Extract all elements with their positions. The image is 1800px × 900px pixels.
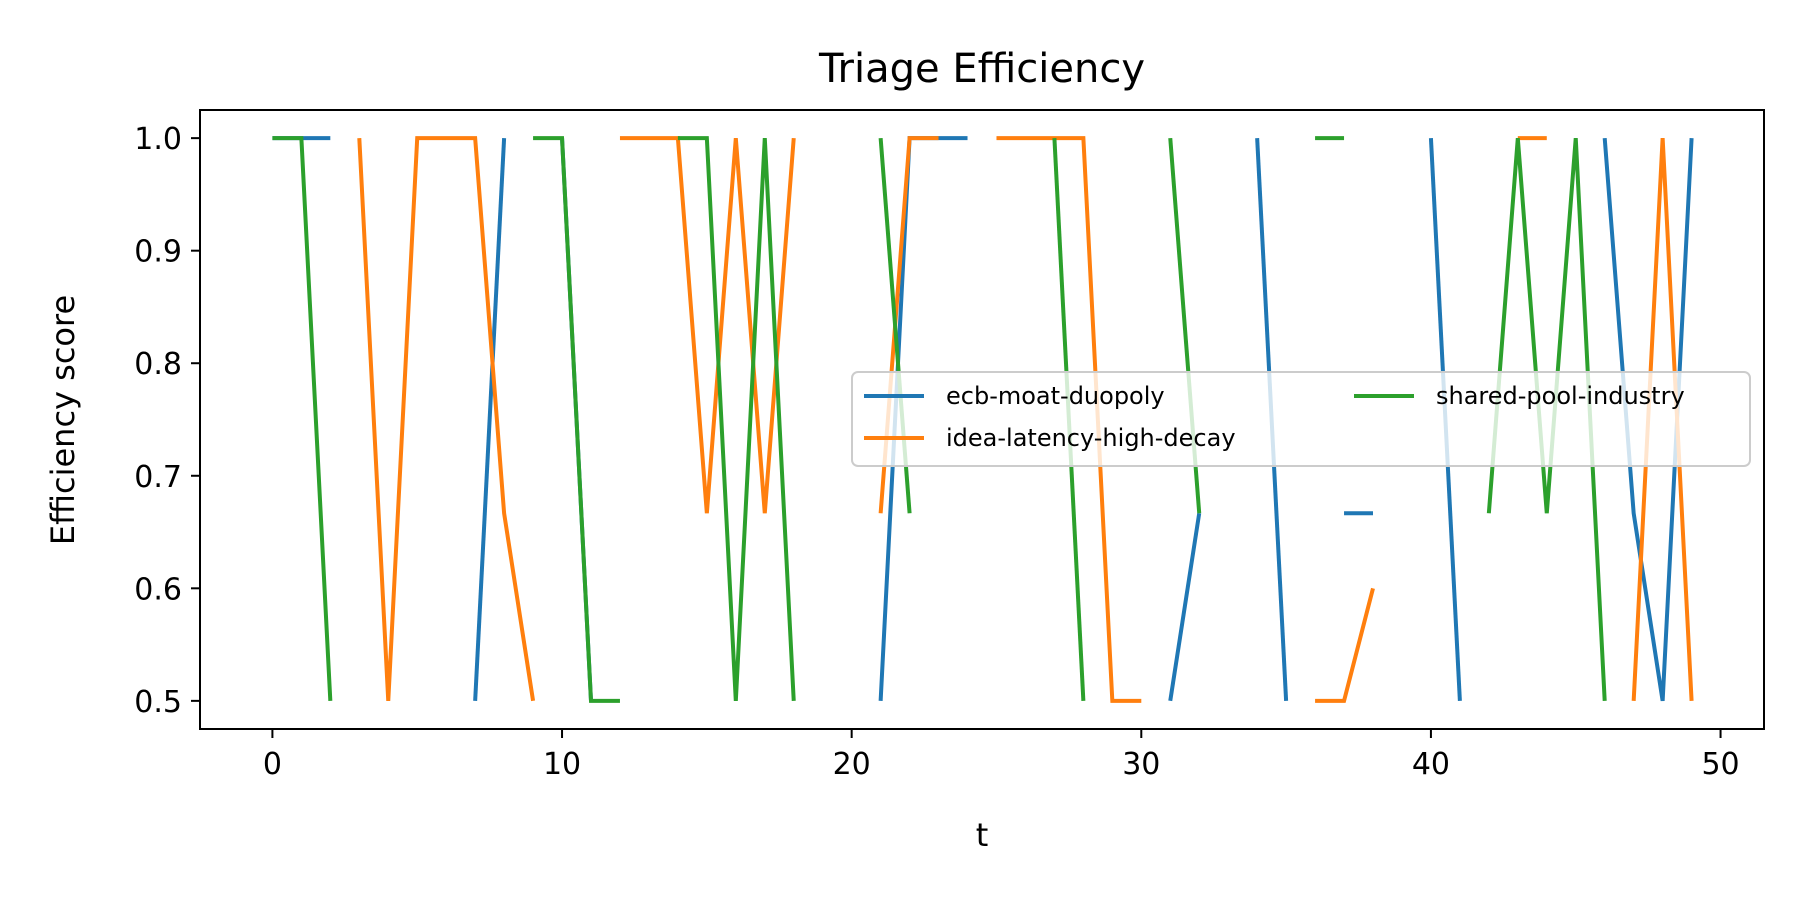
legend-label-idea-latency-high-decay: idea-latency-high-decay <box>946 424 1236 452</box>
series-line-shared-pool-industry <box>533 136 620 703</box>
series-line-shared-pool-industry <box>677 136 796 701</box>
x-axis-ticks: 0 10 20 30 40 50 <box>263 729 1740 782</box>
y-tick-label: 0.6 <box>134 572 182 607</box>
x-tick-label: 30 <box>1122 747 1160 782</box>
y-tick-label: 0.7 <box>134 460 182 495</box>
y-axis-ticks: 0.5 0.6 0.7 0.8 0.9 1.0 <box>134 122 200 720</box>
series-line-ecb-moat-duopoly <box>473 138 507 701</box>
series-line-idea-latency-high-decay <box>996 136 1142 703</box>
legend-label-ecb-moat-duopoly: ecb-moat-duopoly <box>946 382 1165 410</box>
x-axis-label: t <box>976 816 989 854</box>
y-tick-label: 0.5 <box>134 685 182 720</box>
legend-label-shared-pool-industry: shared-pool-industry <box>1436 382 1685 410</box>
series-line-shared-pool-industry <box>1486 137 1607 701</box>
y-axis-label: Efficiency score <box>44 295 82 545</box>
plot-frame <box>199 109 1765 730</box>
series-line-idea-latency-high-decay <box>1315 587 1375 703</box>
y-tick-label: 0.9 <box>134 235 182 270</box>
series-line-idea-latency-high-decay <box>357 136 536 702</box>
legend: ecb-moat-duopoly idea-latency-high-decay… <box>851 371 1751 467</box>
series-line-idea-latency-high-decay <box>619 136 796 514</box>
y-tick-label: 0.8 <box>134 347 182 382</box>
series-line-ecb-moat-duopoly <box>1168 512 1202 702</box>
series-line-shared-pool-industry <box>272 136 333 701</box>
x-tick-label: 20 <box>833 747 871 782</box>
legend-box <box>851 371 1751 467</box>
x-tick-label: 10 <box>543 747 581 782</box>
series-line-idea-latency-high-decay <box>1631 138 1694 701</box>
x-tick-label: 40 <box>1412 747 1450 782</box>
chart-title: Triage Efficiency <box>818 46 1145 92</box>
x-tick-label: 0 <box>263 747 282 782</box>
x-tick-label: 50 <box>1701 747 1739 782</box>
y-tick-label: 1.0 <box>134 122 182 157</box>
